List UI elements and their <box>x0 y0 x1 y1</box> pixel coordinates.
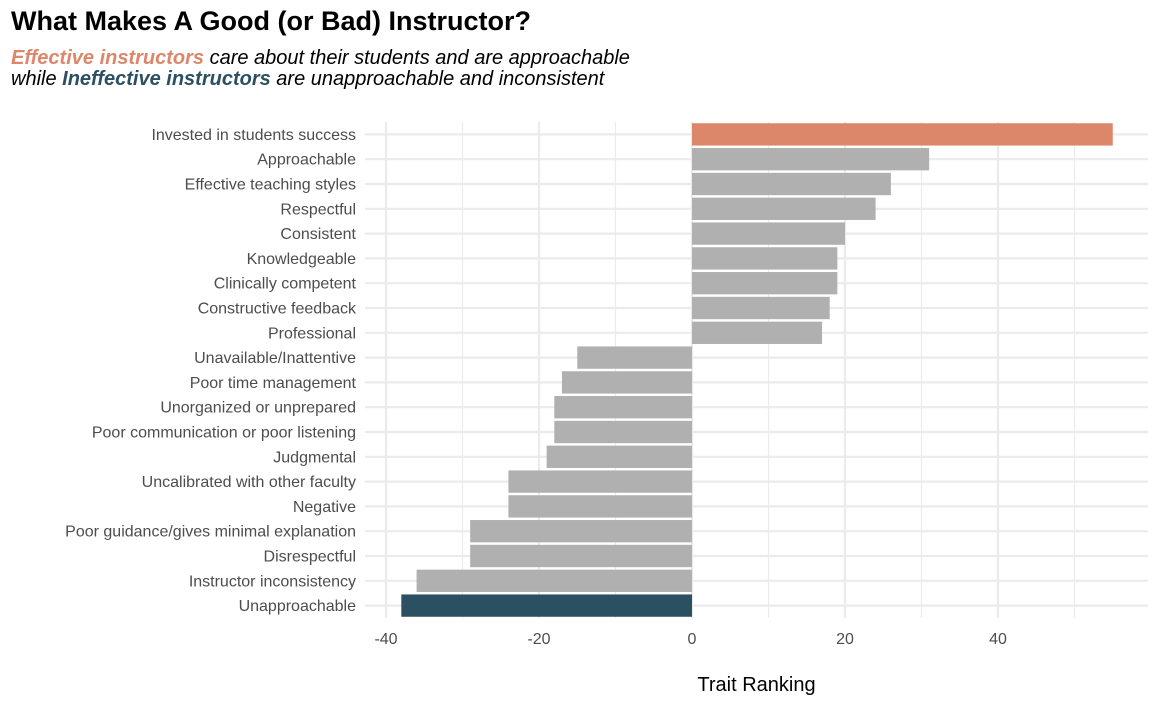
category-label: Unapproachable <box>239 598 357 615</box>
bar <box>470 544 692 568</box>
x-tick-label: -40 <box>374 631 397 648</box>
bar <box>692 197 876 220</box>
category-label: Professional <box>268 325 356 342</box>
category-label: Constructive feedback <box>198 301 357 318</box>
category-label: Invested in students success <box>151 127 356 144</box>
bar <box>692 272 838 295</box>
bar <box>416 569 692 592</box>
grid-lines <box>365 122 1148 618</box>
x-tick-label: -20 <box>527 631 550 648</box>
bar <box>577 346 692 369</box>
category-label: Poor communication or poor listening <box>92 425 356 442</box>
category-label: Poor guidance/gives minimal explanation <box>65 524 356 541</box>
bar <box>561 371 692 394</box>
subtitle-line-2: while Ineffective instructors are unappr… <box>11 69 630 90</box>
category-label: Judgmental <box>273 449 356 466</box>
category-label: Disrespectful <box>264 549 356 566</box>
bar <box>692 123 1113 146</box>
bar <box>692 296 830 320</box>
bar <box>692 148 930 171</box>
category-label: Knowledgeable <box>247 251 357 268</box>
subtitle-line-1-text: care about their students and are approa… <box>204 47 630 69</box>
bar <box>554 420 692 444</box>
category-label: Effective teaching styles <box>185 177 356 194</box>
x-tick-label: 40 <box>989 631 1007 648</box>
x-axis-title: Trait Ranking <box>697 674 815 696</box>
bar <box>508 470 692 493</box>
effective-instructors-highlight: Effective instructors <box>11 47 205 69</box>
x-tick-label: 20 <box>836 631 854 648</box>
bar <box>508 495 692 518</box>
bar <box>692 247 838 270</box>
category-labels: Invested in students success Approachable… <box>65 127 357 615</box>
bar <box>692 172 891 196</box>
category-label: Respectful <box>280 201 356 218</box>
category-label: Unorganized or unprepared <box>160 400 356 417</box>
chart-title: What Makes A Good (or Bad) Instructor? <box>11 6 532 36</box>
subtitle-line-2-text: are unapproachable and inconsistent <box>270 68 605 90</box>
category-label: Instructor inconsistency <box>189 573 356 590</box>
bar <box>546 445 692 468</box>
category-label: Clinically competent <box>214 276 357 293</box>
chart-subtitle: Effective instructors care about their s… <box>11 48 630 90</box>
category-label: Approachable <box>257 152 356 169</box>
bar <box>692 222 845 245</box>
bar <box>554 396 692 419</box>
category-label: Negative <box>293 499 356 516</box>
subtitle-line-1: Effective instructors care about their s… <box>11 48 630 69</box>
x-tick-labels: -40 -20 0 20 40 <box>374 631 1007 648</box>
category-label: Consistent <box>280 226 356 243</box>
category-label: Uncalibrated with other faculty <box>142 474 356 491</box>
bars <box>401 123 1113 617</box>
category-label: Poor time management <box>190 375 357 392</box>
bar <box>401 594 692 617</box>
ineffective-instructors-highlight: Ineffective instructors <box>62 68 271 90</box>
x-tick-label: 0 <box>688 631 697 648</box>
subtitle-line-2-prefix: while <box>11 68 63 90</box>
bar <box>692 321 823 344</box>
category-label: Unavailable/Inattentive <box>194 350 356 367</box>
bar <box>470 520 692 543</box>
